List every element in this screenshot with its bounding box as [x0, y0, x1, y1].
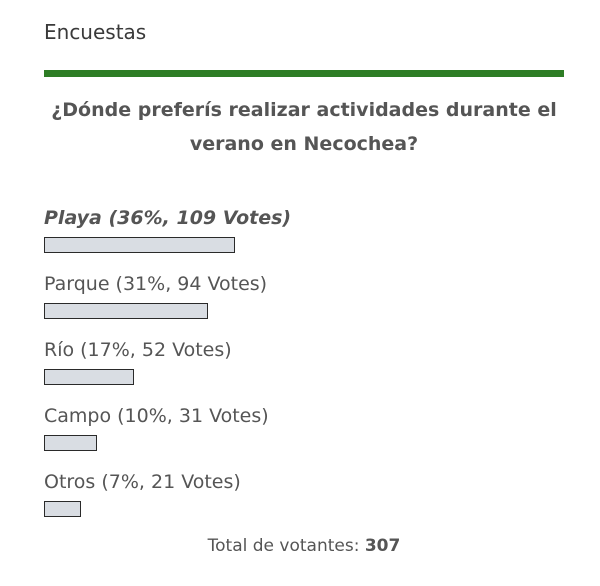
poll-result-bar [44, 369, 134, 385]
poll-result-bar [44, 303, 208, 319]
poll-result-bar [44, 435, 97, 451]
poll-answer-label: Otros (7%, 21 Votes) [44, 471, 241, 493]
poll-answer-playa: Playa (36%, 109 Votes) [44, 205, 564, 271]
widget-title: Encuestas [44, 20, 147, 44]
poll-answers: Playa (36%, 109 Votes) Parque (31%, 94 V… [44, 205, 564, 535]
poll-answer-parque: Parque (31%, 94 Votes) [44, 271, 564, 337]
poll-answer-label: Río (17%, 52 Votes) [44, 339, 232, 361]
poll-answer-label: Playa (36%, 109 Votes) [44, 207, 292, 229]
poll-answer-label: Parque (31%, 94 Votes) [44, 273, 268, 295]
poll-answer-label: Campo (10%, 31 Votes) [44, 405, 269, 427]
poll-question: ¿Dónde preferís realizar actividades dur… [51, 99, 557, 155]
poll-answer-otros: Otros (7%, 21 Votes) [44, 469, 564, 535]
poll-answer-campo: Campo (10%, 31 Votes) [44, 403, 564, 469]
poll-answer-rio: Río (17%, 52 Votes) [44, 337, 564, 403]
poll-result-bar [44, 501, 81, 517]
poll-total: Total de votantes: 307 [44, 536, 564, 556]
total-label: Total de votantes: [207, 536, 360, 556]
title-divider [44, 70, 564, 77]
total-value: 307 [364, 536, 401, 556]
poll-result-bar [44, 237, 235, 253]
